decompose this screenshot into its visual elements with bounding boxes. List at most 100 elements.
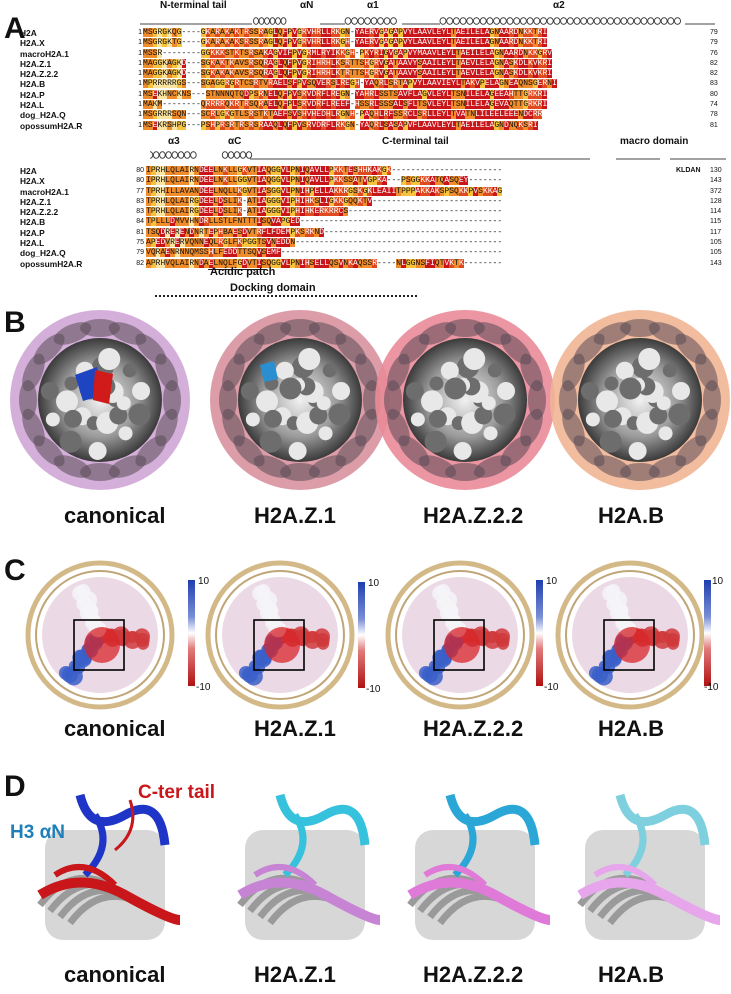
cb2-min: -10 [366, 684, 381, 695]
block2-name-row: H2A.Z.2.2 [20, 207, 59, 218]
block1-sequence-row: MAGGKAGKD---SGKAKAKAVSRSQRAGLQFPVGRIHRHL… [143, 69, 553, 79]
block1-end-number: 82 [710, 59, 718, 67]
helix-alphaN [253, 17, 287, 25]
block2-name-row: H2A.L [20, 238, 45, 249]
block2-sequence-row: TSQDRERENDNRTEPHBAESDVTRFLFDEMPKSRKND---… [146, 227, 503, 237]
block1-end-number: 79 [710, 39, 718, 47]
b-caption-canonical: canonical [64, 503, 166, 528]
block2-end-number: 143 [710, 177, 722, 185]
block2-name-row: H2A.P [20, 227, 45, 238]
helix-alphaC [221, 151, 253, 159]
block1-start-number: 1 [138, 39, 142, 47]
block1-start-number: 1 [138, 80, 142, 88]
block1-end-number: 76 [710, 49, 718, 57]
block1-sequence-row: MPRRRRRGS---SGAGGRGRTCSRTVRAELSFPVSQVERS… [143, 79, 557, 89]
block1-name-row: H2A.L [20, 100, 45, 111]
block2-start-number: 82 [136, 259, 144, 267]
density-map [375, 310, 555, 490]
alignment-ends-block1: 79 79 76 82 82 83 80 74 78 81 [710, 28, 718, 131]
panel-label-b: B [4, 306, 26, 339]
block2-start-number: 79 [136, 249, 144, 257]
cb4-min: -10 [704, 682, 719, 693]
block2-name-row: macroH2A.1 [20, 186, 69, 197]
block1-end-number: 74 [710, 101, 718, 109]
block2-end-number: 117 [710, 228, 722, 236]
block2-sequence-row: TPRHLQLAIRGDEELDSLIK-ATIAGGGVIPHIHKSLIGK… [146, 196, 503, 206]
electrostatic-surface [555, 560, 705, 710]
block1-name-row: H2A.B [20, 79, 46, 90]
cb3-min: -10 [544, 682, 559, 693]
panel-label-a: A [4, 12, 26, 45]
block2-sequence-row: TPRHILLAVANDEELNQLLKGVTIASGGVLPNIHPELLAK… [146, 186, 503, 196]
alphaC-label: αC [228, 136, 242, 147]
block2-start-number: 77 [136, 187, 144, 195]
d-caption-canonical: canonical [64, 962, 166, 987]
cterm-label: C-terminal tail [382, 136, 449, 147]
alignment-starts-block2: 80 80 77 83 83 84 81 75 79 82 [132, 166, 144, 269]
alignment-ends-block2: 130 143 372 128 114 115 117 105 105 143 [710, 166, 722, 269]
block2-end-number: 114 [710, 208, 722, 216]
docking-domain-label: Docking domain [230, 282, 316, 294]
b-caption-h2az1: H2A.Z.1 [254, 503, 336, 528]
block1-end-number: 82 [710, 70, 718, 78]
block1-end-number: 80 [710, 90, 718, 98]
density-map [210, 310, 390, 490]
block1-end-number: 78 [710, 111, 718, 119]
ribbon-view [237, 793, 381, 940]
cryoem-maps [10, 310, 730, 490]
acidic-patch-line [208, 269, 266, 270]
electrostatic-surfaces [25, 560, 705, 710]
block1-name-row: H2A [20, 28, 37, 38]
cb2-max: 10 [368, 578, 380, 589]
block2-start-number: 80 [136, 177, 144, 185]
acidic-patch-label: Acidic patch [210, 266, 276, 278]
block1-start-number: 1 [138, 111, 142, 119]
block2-start-number: 83 [136, 208, 144, 216]
h3-alphaN-label: H3 αN [10, 822, 65, 843]
macro-domain-label: macro domain [620, 136, 689, 147]
block1-end-number: 79 [710, 29, 718, 36]
block1-end-number: 81 [710, 121, 718, 129]
c-caption-h2ab: H2A.B [598, 716, 665, 741]
block1-sequence-row: MSSR--------GGKKKSTKTSRSAKAGVIFPVGRMLRYI… [143, 48, 553, 58]
block1-name-row: macroH2A.1 [20, 48, 69, 59]
block2-name-row: H2A [20, 166, 37, 176]
cb4-max: 10 [712, 576, 724, 587]
helix-alpha3 [150, 151, 197, 159]
block1-sequence-row: MSGRGKQG----GKARAKAKTRSSRAGLQFPVGRVHRLLR… [143, 28, 548, 37]
electrostatic-surface [25, 560, 175, 710]
d-caption-h2az1: H2A.Z.1 [254, 962, 336, 987]
alignment-names-block2: H2A H2A.X macroH2A.1 H2A.Z.1 H2A.Z.2.2 H2A.B H… [20, 166, 82, 269]
b-caption-h2az22: H2A.Z.2.2 [423, 503, 524, 528]
electrostatic-surface [385, 560, 535, 710]
block2-end-number: 105 [710, 249, 722, 257]
block2-start-number: 75 [136, 239, 144, 247]
panel-label-c: C [4, 554, 26, 587]
c-caption-h2az1: H2A.Z.1 [254, 716, 336, 741]
block2-end-number: 128 [710, 197, 722, 205]
cter-tail-label: C-ter tail [138, 782, 216, 803]
block2-start-number: 83 [136, 197, 144, 205]
block1-sequence-row: MSEKRSHPG---PSHPRSRTRSRSRAAQLQFPVSRVDRFL… [143, 120, 538, 130]
cb3-max: 10 [546, 576, 558, 587]
alignment-names-block1: H2A H2A.X macroH2A.1 H2A.Z.1 H2A.Z.2.2 H2A.B H… [20, 28, 82, 131]
block2-sequence-row: VQRAENRNNQMSSHLFEDDTTSQVSEMF------------… [146, 248, 503, 258]
block1-sequence-row: MAGGKAGKD---SGKAKTKAVSRSQRAGLQFPVGRIHRHL… [143, 58, 553, 68]
block1-start-number: 1 [138, 59, 142, 67]
density-map [10, 310, 190, 490]
block2-sequence-row: APEDVRERVQNNEQLRGLFKPGGTSVNEDDN---------… [146, 238, 503, 248]
acidic-patch-box [433, 619, 485, 671]
ribbon-structures [37, 793, 721, 940]
d-caption-h2az22: H2A.Z.2.2 [423, 962, 524, 987]
ribbon-view [407, 793, 551, 940]
block1-name-row: H2A.X [20, 38, 45, 49]
alignment-sequences-block1: MSGRGKQG----GKARAKAKTRSSRAGLQFPVGRVHRLLR… [143, 28, 557, 131]
block1-start-number: 1 [138, 70, 142, 78]
block1-start-number: 1 [138, 121, 142, 129]
block2-start-number: 84 [136, 218, 144, 226]
d-caption-h2ab: H2A.B [598, 962, 665, 987]
block2-name-row: H2A.B [20, 217, 46, 228]
block1-start-number: 1 [138, 90, 142, 98]
alignment-starts-block1: 1 1 1 1 1 1 1 1 1 1 [134, 28, 142, 131]
acidic-patch-box [603, 619, 655, 671]
